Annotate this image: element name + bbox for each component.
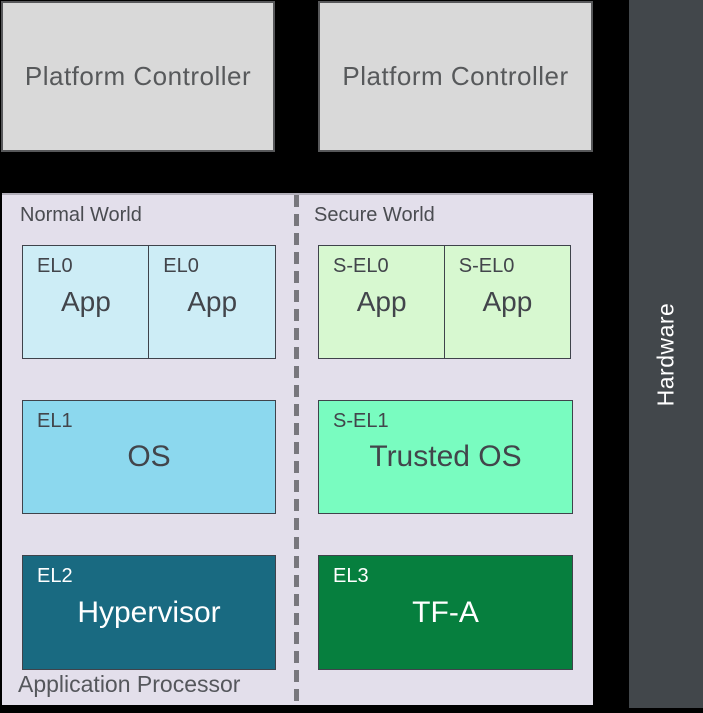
secure-app-box-2: S-EL0 App [443,245,571,359]
world-divider-dashed-line [294,195,299,705]
platform-controller-box-2: Platform Controller [318,1,593,152]
tf-a-title: TF-A [412,595,479,629]
secure-world-apps-group: S-EL0 App S-EL0 App [318,245,571,359]
s-el1-level-label: S-EL1 [333,410,389,432]
secure-world-label: Secure World [314,204,435,226]
tf-a-box: EL3 TF-A [318,555,573,670]
platform-controller-label-1: Platform Controller [24,61,252,91]
normal-world-label: Normal World [20,204,142,226]
normal-app-box-1: EL0 App [22,245,150,359]
el0-level-label: EL0 [163,255,199,277]
platform-controller-label-2: Platform Controller [342,61,569,91]
app-title: App [187,286,238,317]
el2-level-label: EL2 [37,565,73,587]
s-el0-level-label: S-EL0 [333,255,389,277]
el1-level-label: EL1 [37,410,73,432]
application-processor-panel: Normal World Secure World EL0 App EL0 Ap… [2,193,593,705]
trusted-os-box: S-EL1 Trusted OS [318,400,573,514]
hypervisor-title: Hypervisor [77,595,221,629]
normal-world-apps-group: EL0 App EL0 App [22,245,276,359]
os-title: OS [127,440,171,473]
app-title: App [356,286,407,317]
normal-app-box-2: EL0 App [148,245,276,359]
os-box: EL1 OS [22,400,276,514]
hypervisor-box: EL2 Hypervisor [22,555,276,670]
el3-level-label: EL3 [333,565,369,587]
app-title: App [60,286,111,317]
s-el0-level-label: S-EL0 [458,255,515,277]
secure-app-box-1: S-EL0 App [318,245,446,359]
hardware-label: Hardware [652,302,679,406]
el0-level-label: EL0 [37,255,73,277]
hardware-bar: Hardware [629,0,703,708]
platform-controller-box-1: Platform Controller [1,1,275,152]
application-processor-label: Application Processor [18,671,241,697]
app-title: App [482,286,533,317]
trusted-os-title: Trusted OS [369,440,522,473]
